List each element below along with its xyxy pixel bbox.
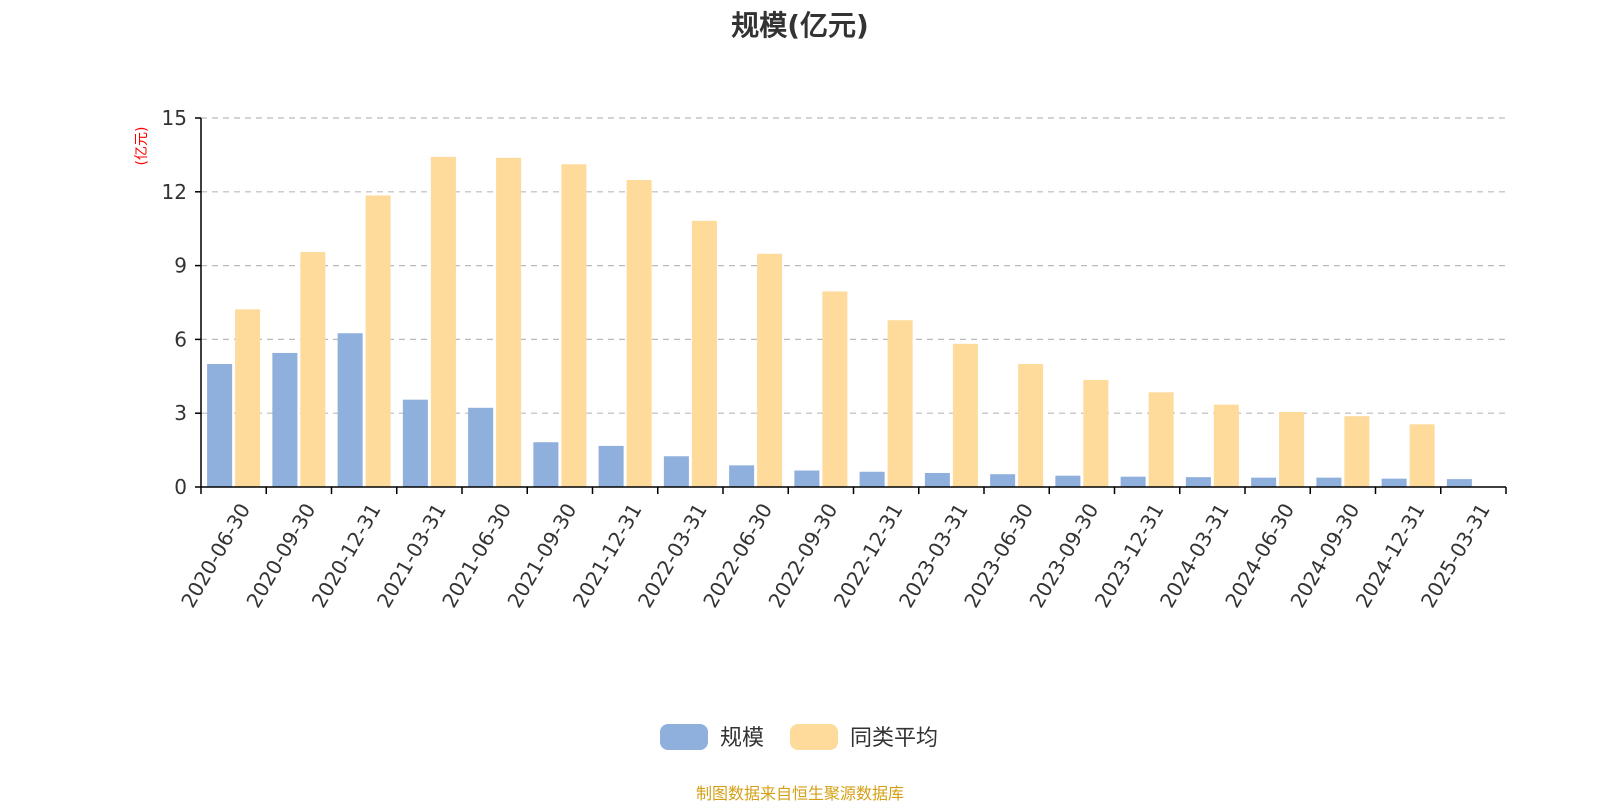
y-tick-label: 3 (174, 401, 187, 425)
bar-scale[interactable] (859, 471, 885, 487)
bar-average[interactable] (1409, 424, 1435, 487)
bar-scale[interactable] (924, 472, 950, 487)
bar-average[interactable] (561, 164, 587, 488)
legend[interactable]: 规模 同类平均 (660, 724, 938, 751)
bar-scale[interactable] (1381, 478, 1407, 487)
bar-scale[interactable] (1120, 476, 1146, 487)
bar-scale[interactable] (990, 474, 1016, 487)
x-tick-label: 2025-03-31 (1416, 499, 1495, 612)
bar-scale[interactable] (1055, 475, 1081, 487)
bar-average[interactable] (1148, 392, 1174, 487)
bar-scale[interactable] (729, 465, 755, 487)
bar-scale[interactable] (468, 407, 494, 487)
y-tick-labels: 0 3 6 9 12 15 (162, 106, 187, 499)
bar-average[interactable] (887, 320, 913, 487)
bar-average[interactable] (1083, 379, 1109, 487)
bar-average[interactable] (691, 220, 717, 487)
bar-scale[interactable] (207, 364, 233, 487)
y-tick-label: 0 (174, 475, 187, 499)
bar-scale[interactable] (663, 456, 689, 487)
bar-scale[interactable] (794, 470, 820, 487)
legend-label[interactable]: 同类平均 (850, 726, 938, 751)
bar-scale[interactable] (1251, 477, 1277, 487)
legend-swatch[interactable] (660, 724, 708, 750)
y-tick-label: 9 (174, 254, 187, 278)
y-axis-label: (亿元) (134, 127, 150, 166)
legend-label[interactable]: 规模 (720, 726, 764, 751)
bar-average[interactable] (1279, 411, 1305, 487)
bar-scale[interactable] (1185, 477, 1211, 487)
bar-scale[interactable] (598, 445, 624, 487)
x-tick-labels: 2020-06-302020-09-302020-12-312021-03-31… (176, 499, 1495, 612)
bar-scale[interactable] (1446, 479, 1472, 487)
bar-average[interactable] (496, 157, 522, 488)
grid-lines (201, 117, 1506, 414)
bar-average[interactable] (626, 179, 652, 487)
bar-average[interactable] (300, 252, 326, 487)
bar-chart: 0 3 6 9 12 15 2020-06-302020-09-302020-12-312… (134, 106, 1507, 751)
bar-scale[interactable] (402, 399, 428, 487)
y-tick-label: 12 (162, 180, 187, 204)
bars-group (207, 156, 1472, 488)
y-tick-label: 15 (162, 106, 187, 130)
bar-average[interactable] (430, 156, 456, 488)
bar-average[interactable] (1018, 364, 1044, 487)
bar-average[interactable] (757, 253, 783, 487)
bar-average[interactable] (365, 195, 391, 488)
bar-average[interactable] (1213, 404, 1239, 487)
data-source-note: 制图数据来自恒生聚源数据库 (695, 784, 904, 803)
bar-average[interactable] (1344, 416, 1370, 487)
bar-scale[interactable] (1316, 477, 1342, 487)
chart-title: 规模(亿元) (731, 9, 869, 42)
bar-scale[interactable] (337, 333, 363, 487)
bar-average[interactable] (952, 343, 978, 487)
bar-scale[interactable] (533, 442, 559, 487)
legend-swatch[interactable] (790, 724, 838, 750)
bar-scale[interactable] (272, 352, 298, 487)
axes-group (195, 117, 1507, 494)
bar-average[interactable] (822, 291, 848, 487)
bar-average[interactable] (235, 309, 261, 487)
y-tick-label: 6 (174, 327, 187, 351)
